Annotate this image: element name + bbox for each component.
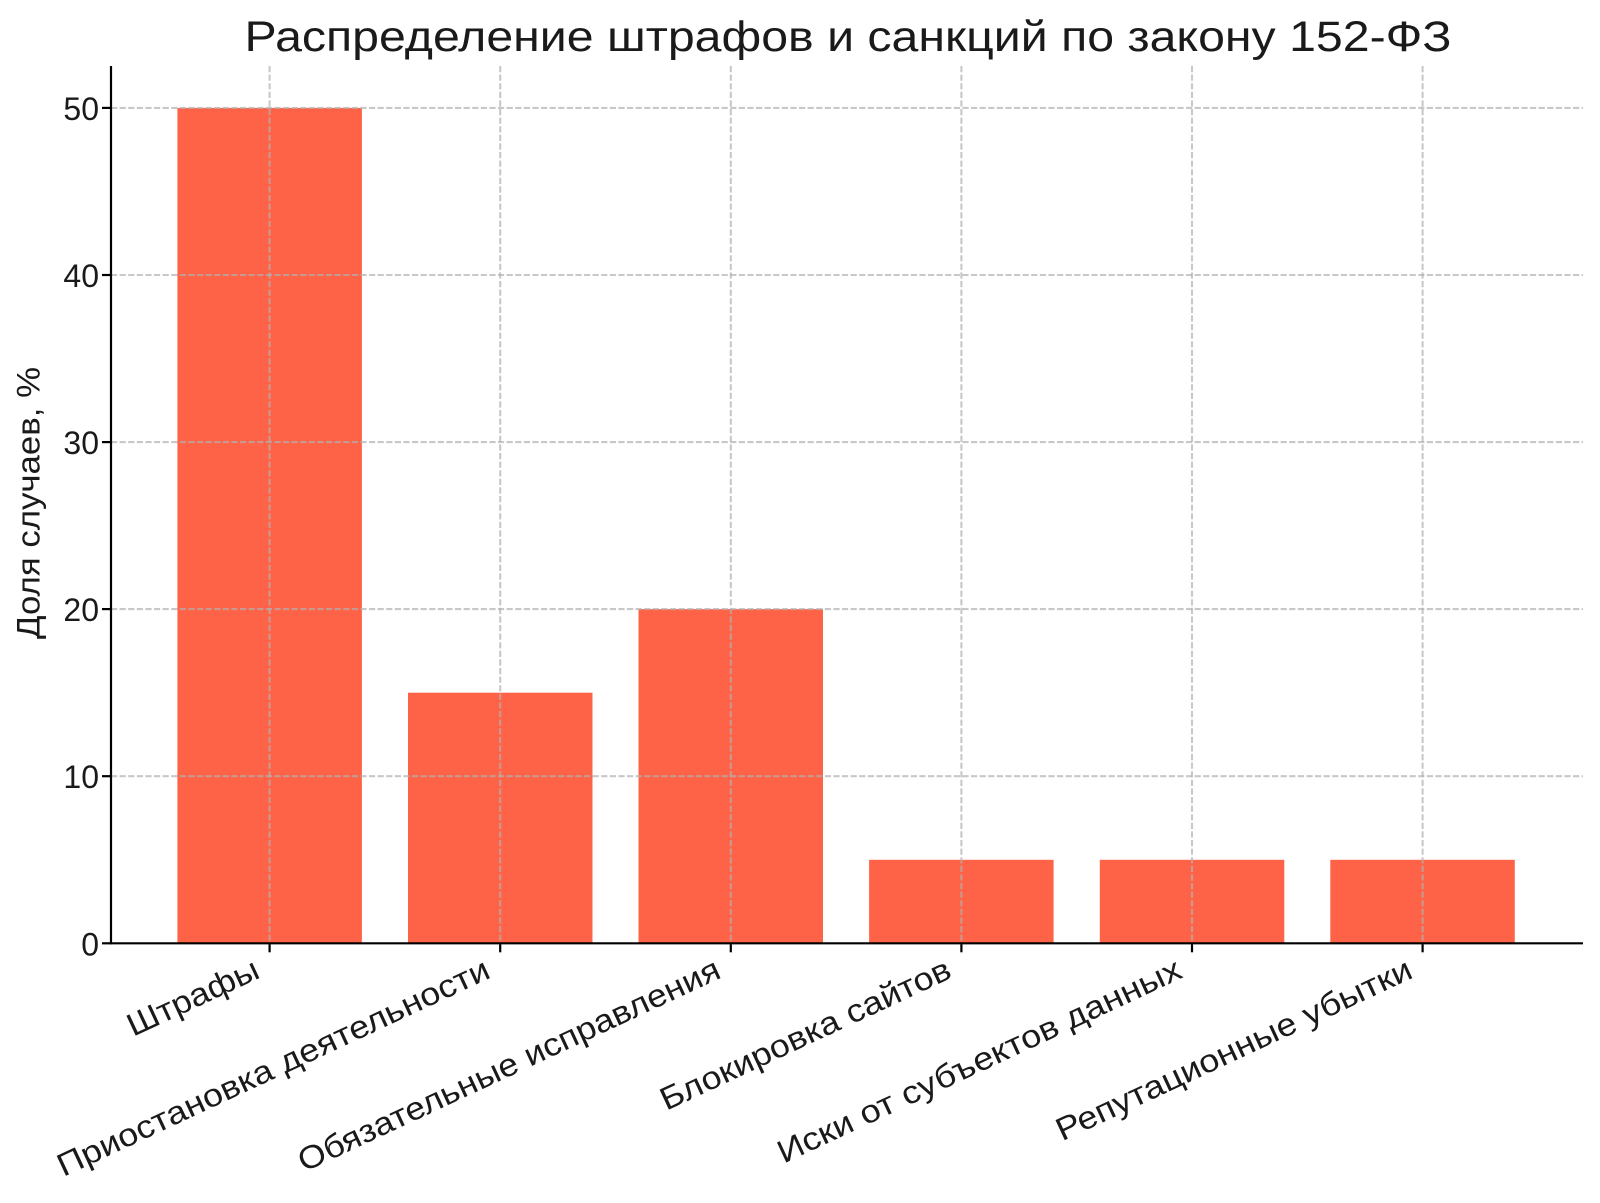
svg-text:Распределение штрафов и санкци: Распределение штрафов и санкций по закон…: [245, 13, 1452, 61]
svg-text:Доля случаев, %: Доля случаев, %: [10, 367, 46, 639]
svg-text:0: 0: [81, 926, 99, 962]
svg-text:20: 20: [63, 592, 99, 628]
svg-text:40: 40: [63, 258, 99, 294]
svg-text:50: 50: [63, 91, 99, 127]
svg-text:10: 10: [63, 759, 99, 795]
svg-text:30: 30: [63, 425, 99, 461]
